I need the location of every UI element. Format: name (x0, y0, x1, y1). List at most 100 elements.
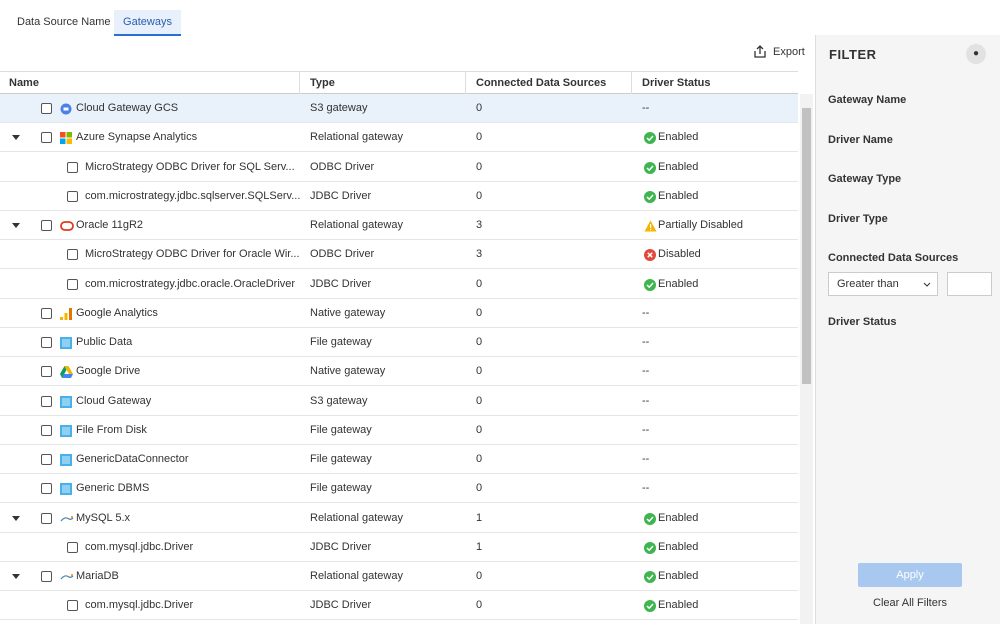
table-row[interactable]: com.mysql.jdbc.Driver JDBC Driver 0 Enabled (0, 591, 798, 621)
checkbox[interactable] (41, 454, 52, 465)
status-icon (644, 278, 656, 291)
expand-arrow[interactable] (12, 515, 20, 521)
tab-active[interactable]: Gateways (114, 10, 181, 36)
checkbox[interactable] (67, 541, 78, 553)
cell-connected: 0 (476, 423, 483, 436)
checkbox[interactable] (41, 512, 52, 524)
cell-status: -- (642, 394, 650, 407)
status-icon (644, 249, 656, 262)
status-icon (644, 512, 656, 525)
cell-status: Enabled (658, 570, 699, 582)
filter-label: Driver Name (828, 133, 893, 146)
cell-connected: 0 (476, 160, 483, 173)
cell-connected: 0 (476, 277, 483, 290)
table-row[interactable]: com.microstrategy.jdbc.sqlserver.SQLServ… (0, 182, 798, 211)
cell-type: Relational gateway (310, 511, 403, 524)
cell-name: Cloud Gateway GCS (76, 102, 179, 114)
apply-button[interactable]: Apply (858, 563, 962, 587)
table-row[interactable]: Cloud Gateway GCS S3 gateway 0 -- (0, 94, 798, 123)
cell-type: Relational gateway (310, 219, 403, 231)
table-row[interactable]: Azure Synapse Analytics Relational gatewa… (0, 123, 798, 153)
table-row[interactable]: Public Data File gateway 0 -- (0, 328, 798, 357)
clear-filters[interactable]: Clear All Filters (873, 597, 947, 609)
column-header[interactable]: Type (310, 77, 335, 89)
checkbox[interactable] (67, 190, 78, 202)
checkbox[interactable] (41, 103, 52, 114)
checkbox[interactable] (41, 424, 52, 436)
status-icon (644, 190, 656, 203)
status-icon (644, 571, 656, 583)
cell-name: MicroStrategy ODBC Driver for SQL Serv..… (85, 160, 295, 173)
checkbox[interactable] (41, 571, 52, 582)
cell-status: Enabled (658, 511, 699, 524)
cell-name: MicroStrategy ODBC Driver for Oracle Wir… (85, 248, 300, 261)
pin-button[interactable]: ● (966, 44, 986, 64)
scrollbar-thumb[interactable] (802, 108, 811, 384)
cell-status: -- (642, 365, 650, 378)
cell-connected: 0 (476, 102, 483, 114)
cell-connected: 0 (476, 453, 483, 465)
checkbox[interactable] (41, 483, 52, 495)
table-row[interactable]: GenericDataConnector File gateway 0 -- (0, 445, 798, 474)
export-icon[interactable] (753, 45, 767, 59)
cell-name: com.microstrategy.jdbc.oracle.OracleDriv… (85, 277, 296, 290)
checkbox[interactable] (41, 307, 52, 319)
tab[interactable]: Data Source Name (17, 16, 111, 28)
cell-name: Generic DBMS (76, 482, 150, 495)
checkbox[interactable] (41, 337, 52, 348)
cell-name: com.mysql.jdbc.Driver (85, 540, 194, 553)
filter-label: Driver Status (828, 316, 897, 328)
cell-connected: 3 (476, 219, 483, 231)
table-row[interactable]: MicroStrategy ODBC Driver for SQL Serv..… (0, 153, 798, 182)
cell-connected: 0 (476, 482, 483, 495)
gateway-icon (60, 366, 73, 379)
operator-select[interactable]: Greater than (828, 272, 938, 296)
table-row[interactable]: Cloud Gateway S3 gateway 0 -- (0, 387, 798, 416)
status-icon (644, 600, 656, 613)
table-row[interactable]: Generic DBMS File gateway 0 -- (0, 474, 798, 504)
checkbox[interactable] (67, 600, 78, 612)
cell-connected: 0 (476, 306, 483, 319)
expand-arrow[interactable] (12, 135, 20, 141)
cell-name: File From Disk (76, 423, 147, 436)
cell-name: com.microstrategy.jdbc.sqlserver.SQLServ… (85, 189, 301, 202)
cell-connected: 0 (476, 599, 483, 612)
expand-arrow[interactable] (12, 574, 20, 579)
value-input[interactable] (947, 272, 992, 296)
table-row[interactable]: Google Analytics Native gateway 0 -- (0, 299, 798, 328)
table-row[interactable]: MariaDB Relational gateway 0 Enabled (0, 562, 798, 591)
cell-connected: 3 (476, 248, 483, 261)
cell-type: JDBC Driver (310, 540, 372, 553)
table-row[interactable]: Oracle 11gR2 Relational gateway 3 Partially… (0, 211, 798, 240)
expand-arrow[interactable] (12, 223, 20, 228)
gateway-icon (60, 424, 72, 437)
table-row[interactable]: com.mysql.jdbc.Driver JDBC Driver 1 Enabled (0, 533, 798, 562)
column-header[interactable]: Driver Status (642, 77, 711, 89)
cell-type: Native gateway (310, 306, 386, 319)
cell-connected: 1 (476, 540, 483, 553)
cell-status: -- (642, 102, 650, 114)
checkbox[interactable] (41, 395, 52, 407)
checkbox[interactable] (67, 249, 78, 261)
checkbox[interactable] (67, 161, 78, 173)
cell-type: File gateway (310, 453, 372, 465)
table-row[interactable]: com.microstrategy.jdbc.oracle.OracleDriv… (0, 270, 798, 299)
table-row[interactable]: MySQL 5.x Relational gateway 1 Enabled (0, 504, 798, 533)
checkbox[interactable] (41, 366, 52, 378)
column-header[interactable]: Name (9, 77, 39, 89)
cell-connected: 1 (476, 511, 483, 524)
cell-type: Relational gateway (310, 131, 403, 144)
table-row[interactable]: Google Drive Native gateway 0 -- (0, 357, 798, 387)
cell-type: S3 gateway (310, 394, 368, 407)
cell-name: Public Data (76, 336, 133, 348)
cell-type: JDBC Driver (310, 277, 372, 290)
status-icon (644, 132, 656, 145)
checkbox[interactable] (41, 132, 52, 144)
column-header[interactable]: Connected Data Sources (476, 77, 607, 89)
table-row[interactable]: File From Disk File gateway 0 -- (0, 416, 798, 445)
export-button[interactable]: Export (773, 46, 805, 58)
checkbox[interactable] (67, 278, 78, 290)
table-row[interactable]: MicroStrategy ODBC Driver for Oracle Wir… (0, 240, 798, 270)
checkbox[interactable] (41, 220, 52, 231)
